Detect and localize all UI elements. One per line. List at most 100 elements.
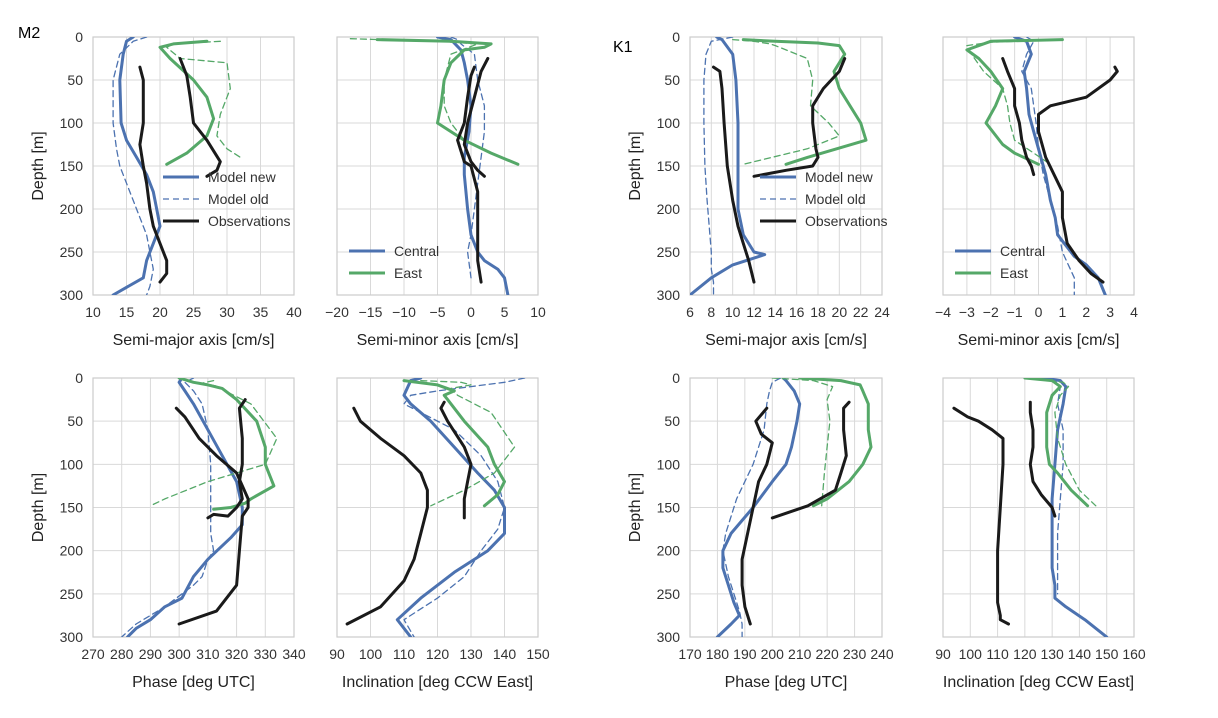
series-line-model-new	[690, 37, 767, 295]
x-tick-label: 90	[935, 646, 951, 662]
x-tick-label: 20	[152, 304, 168, 320]
x-tick-label: 190	[733, 646, 757, 662]
y-tick-label: 200	[60, 543, 84, 559]
series-line-model-old	[703, 37, 734, 295]
x-tick-label: −1	[1007, 304, 1023, 320]
plot-frame	[92, 36, 295, 296]
x-tick-label: 160	[1122, 646, 1146, 662]
group-label-m2: M2	[18, 25, 40, 42]
series-line-1	[121, 378, 215, 637]
panel-m2-semiminor: −20 −15 −10 −5 0 5 10 Semi-minor axis [cm/s] Cen…	[325, 36, 546, 349]
x-tick-label: −10	[392, 304, 416, 320]
series-line-2	[177, 378, 276, 511]
x-tick-label: 270	[81, 646, 105, 662]
y-tick-label: 250	[657, 244, 681, 260]
series-group	[965, 37, 1119, 295]
series-line-5	[206, 398, 247, 520]
y-axis-label: Depth [m]	[30, 473, 47, 542]
y-tick-label: 100	[657, 456, 681, 472]
x-axis-label: Phase [deg UTC]	[132, 674, 255, 691]
x-tick-label: 180	[706, 646, 730, 662]
x-axis-label: Semi-major axis [cm/s]	[705, 332, 867, 349]
x-axis-label: Semi-minor axis [cm/s]	[357, 332, 519, 349]
x-tick-label: 150	[1095, 646, 1119, 662]
series-line-3	[166, 40, 242, 159]
x-tick-label: 140	[1068, 646, 1092, 662]
legend: Model new Model old Observations	[163, 169, 290, 229]
y-axis-label: Depth [m]	[627, 473, 644, 542]
series-line-1	[1040, 378, 1064, 595]
y-tick-label: 50	[67, 72, 83, 88]
legend-label: East	[1000, 265, 1028, 281]
y-tick-label: 100	[60, 115, 84, 131]
series-line-5	[439, 400, 473, 520]
series-line-4	[1001, 57, 1036, 177]
y-tick-label: 0	[75, 29, 83, 45]
y-tick-label: 150	[657, 158, 681, 174]
series-line-2	[1023, 378, 1090, 508]
plot-frame	[942, 36, 1135, 296]
series-line-observations	[138, 65, 169, 284]
series-line-4	[456, 65, 483, 284]
legend: Central East	[955, 243, 1045, 281]
x-tick-label: 3	[1106, 304, 1114, 320]
y-tick-label: 0	[672, 29, 680, 45]
series-line-1	[450, 37, 486, 279]
x-tick-label: −15	[359, 304, 383, 320]
panel-m2-semimajor: 10 15 20 25 30 35 40 0 50 100 150 200 250 300 Semi-maj…	[30, 29, 302, 349]
y-tick-label: 300	[657, 629, 681, 645]
x-tick-label: 330	[254, 646, 278, 662]
x-tick-label: 240	[870, 646, 894, 662]
x-tick-label: 15	[119, 304, 135, 320]
series-line-1	[403, 378, 526, 637]
x-axis-label: Inclination [deg CCW East]	[943, 674, 1134, 691]
y-tick-label: 150	[60, 158, 84, 174]
x-tick-label: 10	[725, 304, 741, 320]
x-tick-label: 20	[832, 304, 848, 320]
series-group	[121, 378, 278, 637]
legend-label: Observations	[805, 213, 887, 229]
x-tick-label: −4	[935, 304, 951, 320]
series-line-0	[1042, 378, 1109, 637]
x-tick-label: 0	[1035, 304, 1043, 320]
series-line-5	[1037, 65, 1119, 284]
series-line-5	[178, 57, 222, 178]
series-line-1	[722, 378, 782, 637]
panel-k1-phase: 170 180 190 200 210 220 230 2400501001502002503…	[627, 370, 894, 691]
y-tick-label: 250	[60, 586, 84, 602]
x-axis-label: Semi-minor axis [cm/s]	[958, 332, 1120, 349]
series-line-3	[966, 38, 1064, 165]
x-tick-label: 130	[1040, 646, 1064, 662]
y-tick-label: 100	[657, 115, 681, 131]
x-tick-label: 100	[359, 646, 383, 662]
plot-frame	[689, 377, 883, 638]
y-tick-label: 150	[657, 500, 681, 516]
series-group	[952, 378, 1109, 637]
x-tick-label: 210	[788, 646, 812, 662]
x-tick-label: −3	[959, 304, 975, 320]
x-tick-label: 320	[225, 646, 249, 662]
x-tick-label: 110	[986, 646, 1009, 662]
series-line-3	[420, 379, 516, 507]
x-tick-label: 290	[139, 646, 163, 662]
y-tick-label: 50	[664, 413, 680, 429]
series-line-4	[952, 406, 1010, 626]
legend: Model new Model old Observations	[760, 169, 887, 229]
x-tick-label: 120	[1013, 646, 1037, 662]
x-tick-label: 18	[810, 304, 826, 320]
series-line-2	[158, 39, 216, 166]
y-tick-label: 200	[60, 201, 84, 217]
x-tick-label: 4	[1130, 304, 1138, 320]
x-tick-label: 35	[253, 304, 269, 320]
series-line-1	[1021, 37, 1075, 295]
x-tick-label: 5	[501, 304, 509, 320]
series-group	[349, 37, 520, 295]
x-tick-label: 200	[761, 646, 785, 662]
x-tick-label: 150	[526, 646, 550, 662]
x-tick-label: 1	[1058, 304, 1066, 320]
x-tick-label: 30	[219, 304, 235, 320]
legend-label: Model old	[805, 191, 866, 207]
y-tick-label: 50	[664, 72, 680, 88]
series-line-3	[349, 38, 479, 141]
y-tick-label: 100	[60, 456, 84, 472]
